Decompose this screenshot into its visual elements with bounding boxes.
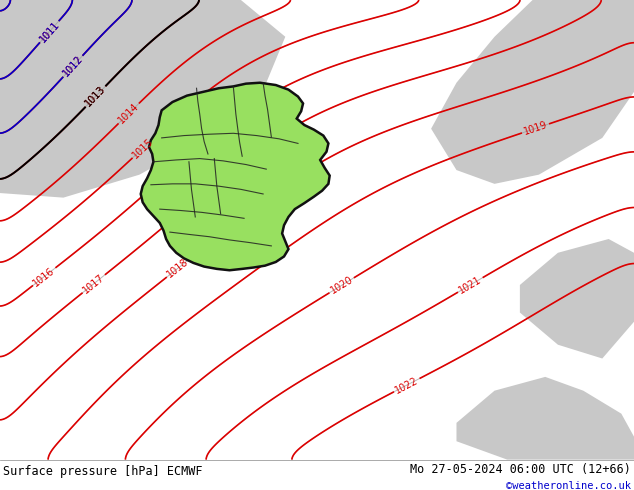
Polygon shape [0, 0, 285, 197]
Text: 1019: 1019 [522, 120, 548, 137]
Text: 1013: 1013 [84, 84, 108, 109]
Text: 1022: 1022 [394, 375, 420, 395]
Polygon shape [520, 239, 634, 359]
Text: 1012: 1012 [61, 54, 85, 79]
Text: ©weatheronline.co.uk: ©weatheronline.co.uk [506, 481, 631, 490]
Polygon shape [431, 0, 634, 184]
Polygon shape [456, 377, 634, 460]
Text: 1021: 1021 [457, 274, 484, 295]
Text: 1014: 1014 [117, 101, 141, 125]
Text: 1012: 1012 [61, 54, 85, 79]
Polygon shape [141, 83, 330, 270]
Text: 1011: 1011 [37, 19, 61, 44]
Text: Mo 27-05-2024 06:00 UTC (12+66): Mo 27-05-2024 06:00 UTC (12+66) [410, 463, 631, 476]
Text: 1020: 1020 [328, 274, 355, 296]
Text: 1016: 1016 [32, 265, 57, 288]
Text: 1011: 1011 [37, 19, 61, 44]
Text: 1015: 1015 [131, 136, 155, 160]
Text: 1018: 1018 [165, 257, 191, 280]
Text: 1017: 1017 [81, 272, 107, 295]
Text: Surface pressure [hPa] ECMWF: Surface pressure [hPa] ECMWF [3, 466, 203, 478]
Text: 1013: 1013 [84, 84, 108, 109]
